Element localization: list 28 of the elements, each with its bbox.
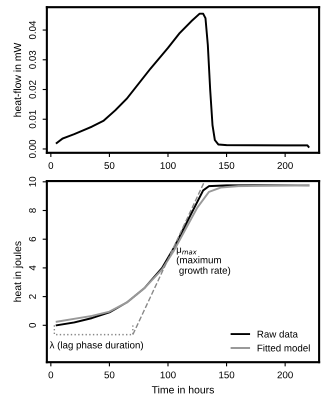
y-tick-label: 0.00 — [29, 140, 36, 158]
y-tick-label: 2 — [29, 294, 36, 299]
y-axis-title: heat-flow in mW — [14, 42, 22, 117]
x-tick-label: 150 — [219, 371, 234, 378]
x-tick-label: 200 — [278, 162, 293, 169]
y-tick-label: 6 — [29, 236, 36, 242]
x-axis-title: Time in hours — [152, 386, 214, 394]
x-tick-label: 50 — [104, 371, 114, 378]
x-tick-label: 100 — [160, 162, 176, 169]
y-tick-label: 0.03 — [29, 50, 36, 69]
x-tick-label: 100 — [160, 371, 176, 378]
y-tick-label: 0 — [29, 322, 36, 328]
legend-label: Raw data — [258, 330, 298, 338]
y-tick-label: 4 — [29, 265, 36, 270]
y-tick-label: 0.01 — [29, 110, 36, 128]
legend-label: Fitted model — [258, 344, 310, 352]
x-tick-label: 0 — [48, 162, 54, 169]
x-tick-label: 50 — [104, 162, 114, 169]
y-tick-label: 8 — [29, 208, 36, 213]
annotation: λ (lag phase duration) — [50, 341, 144, 350]
x-tick-label: 0 — [48, 371, 54, 378]
annotation: μ$_{max}$ (maximum growth rate) — [176, 248, 230, 276]
x-tick-label: 150 — [219, 162, 234, 169]
x-tick-label: 200 — [278, 371, 293, 378]
y-tick-label: 0.04 — [29, 20, 36, 40]
y-tick-label: 0.02 — [29, 80, 36, 99]
y-tick-label: 10 — [29, 176, 36, 186]
y-axis-title: heat in joules — [14, 241, 24, 302]
